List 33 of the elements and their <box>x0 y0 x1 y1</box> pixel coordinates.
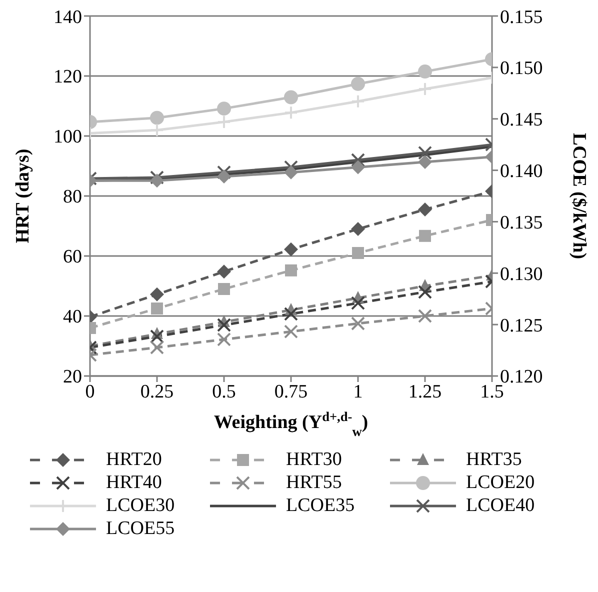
y2-tick-label: 0.130 <box>500 264 543 285</box>
legend-label: HRT30 <box>286 448 342 470</box>
x-tick-label: 1 <box>353 381 363 402</box>
legend-label: HRT35 <box>466 448 522 470</box>
x-tick-label: 0.75 <box>274 381 308 402</box>
y2-tick-label: 0.150 <box>500 58 543 80</box>
legend-label: LCOE30 <box>106 494 175 516</box>
y2-tick-label: 0.155 <box>500 6 543 28</box>
y-tick-label: 140 <box>54 6 82 28</box>
legend-label: LCOE40 <box>466 494 535 516</box>
y-tick-label: 100 <box>54 126 82 148</box>
y2-axis-title: LCOE ($/kWh) <box>568 132 590 260</box>
legend-label: HRT55 <box>286 472 342 494</box>
x-tick-label: 1.25 <box>408 381 442 402</box>
x-tick-label: 0.25 <box>140 381 174 402</box>
y2-tick-label: 0.140 <box>500 161 543 182</box>
x-tick-label: 0.5 <box>212 381 236 402</box>
legend-label: LCOE35 <box>286 494 355 516</box>
y2-tick-label: 0.145 <box>500 110 543 131</box>
y-tick-label: 20 <box>63 366 82 388</box>
legend-label: HRT40 <box>106 472 162 494</box>
legend-label: LCOE55 <box>106 518 175 540</box>
y-tick-label: 120 <box>54 66 82 88</box>
y-tick-label: 40 <box>63 306 82 328</box>
legend-label: LCOE20 <box>466 472 535 494</box>
x-tick-label: 0 <box>85 381 95 402</box>
y-tick-label: 80 <box>63 186 82 208</box>
y2-tick-label: 0.135 <box>500 212 543 234</box>
legend-label: HRT20 <box>106 448 162 470</box>
y-tick-label: 60 <box>63 246 82 268</box>
x-axis-title: Weighting (Y$^{d+,d-}$$_{w}$) <box>214 408 368 438</box>
y2-tick-label: 0.125 <box>500 315 543 336</box>
y-axis-title: HRT (days) <box>12 148 34 244</box>
